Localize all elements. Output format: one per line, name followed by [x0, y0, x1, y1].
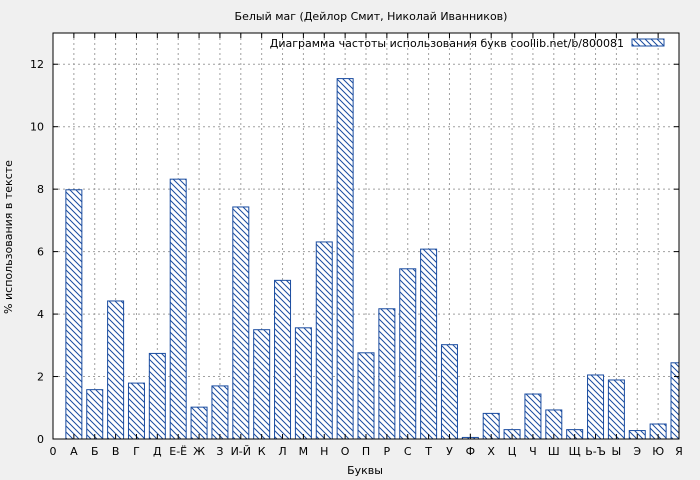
y-tick-label: 2: [37, 371, 44, 384]
x-tick-label: В: [112, 445, 120, 458]
x-tick-label: З: [216, 445, 223, 458]
y-axis-label: % использования в тексте: [2, 160, 15, 314]
x-tick-label: Э: [633, 445, 641, 458]
x-tick-label: И-Й: [231, 445, 251, 458]
bar-О: [336, 78, 354, 440]
x-tick-label: Ч: [529, 445, 537, 458]
bar-Н: [315, 241, 333, 440]
y-tick-label: 6: [37, 246, 44, 259]
bar-Д: [148, 352, 166, 440]
x-tick-label: Г: [133, 445, 140, 458]
x-tick-label: С: [404, 445, 412, 458]
bar-П: [357, 352, 375, 440]
bar-Г: [127, 382, 145, 440]
x-tick-label: Ю: [652, 445, 664, 458]
x-tick-label: Д: [153, 445, 162, 458]
x-tick-label: Е-Ё: [169, 445, 187, 458]
legend: Диаграмма частоты использования букв coo…: [270, 37, 665, 50]
x-tick-label: О: [341, 445, 350, 458]
x-tick-label: Р: [384, 445, 391, 458]
x-tick-label: П: [362, 445, 370, 458]
bar-Л: [274, 279, 292, 440]
y-tick-label: 12: [30, 58, 44, 71]
y-tick-label: 10: [30, 121, 44, 134]
x-tick-label: Ь-Ъ: [585, 445, 606, 458]
bar-И-Й: [232, 206, 250, 440]
x-tick-label: 0: [50, 445, 57, 458]
bar-Ь-Ъ: [587, 374, 605, 440]
x-tick-label: Ш: [548, 445, 560, 458]
x-tick-label: Л: [278, 445, 286, 458]
bar-Е-Ё: [169, 178, 187, 440]
bar-В: [107, 300, 125, 440]
x-tick-label: У: [446, 445, 453, 458]
x-tick-label: Б: [91, 445, 99, 458]
bar-Р: [378, 308, 396, 440]
bar-Ы: [607, 379, 625, 440]
x-tick-label: Ц: [508, 445, 517, 458]
x-tick-label: Я: [675, 445, 683, 458]
x-tick-label: А: [70, 445, 78, 458]
bar-К: [253, 329, 271, 440]
x-tick-label: Х: [487, 445, 495, 458]
bar-М: [294, 327, 312, 440]
bar-А: [65, 189, 83, 440]
bar-З: [211, 385, 229, 440]
x-axis-label: Буквы: [347, 464, 383, 477]
y-tick-label: 0: [37, 433, 44, 446]
bar-Ч: [524, 393, 542, 440]
x-tick-label: Щ: [569, 445, 581, 458]
bar-У: [440, 344, 458, 440]
legend-label: Диаграмма частоты использования букв coo…: [270, 37, 624, 50]
y-tick-label: 8: [37, 183, 44, 196]
bar-Б: [86, 389, 104, 440]
x-tick-label: Ж: [193, 445, 205, 458]
chart-title: Белый маг (Дейлор Смит, Николай Иваннико…: [235, 10, 508, 23]
x-tick-label: К: [258, 445, 266, 458]
bar-Я: [670, 362, 680, 440]
bar-С: [399, 268, 417, 440]
legend-swatch: [631, 38, 665, 47]
grid: [53, 33, 679, 439]
x-tick-label: Н: [320, 445, 328, 458]
y-tick-label: 4: [37, 308, 44, 321]
x-tick-label: Ф: [466, 445, 475, 458]
x-tick-label: Ы: [612, 445, 622, 458]
bar-Т: [420, 248, 438, 440]
x-tick-label: М: [299, 445, 309, 458]
x-tick-label: Т: [424, 445, 432, 458]
